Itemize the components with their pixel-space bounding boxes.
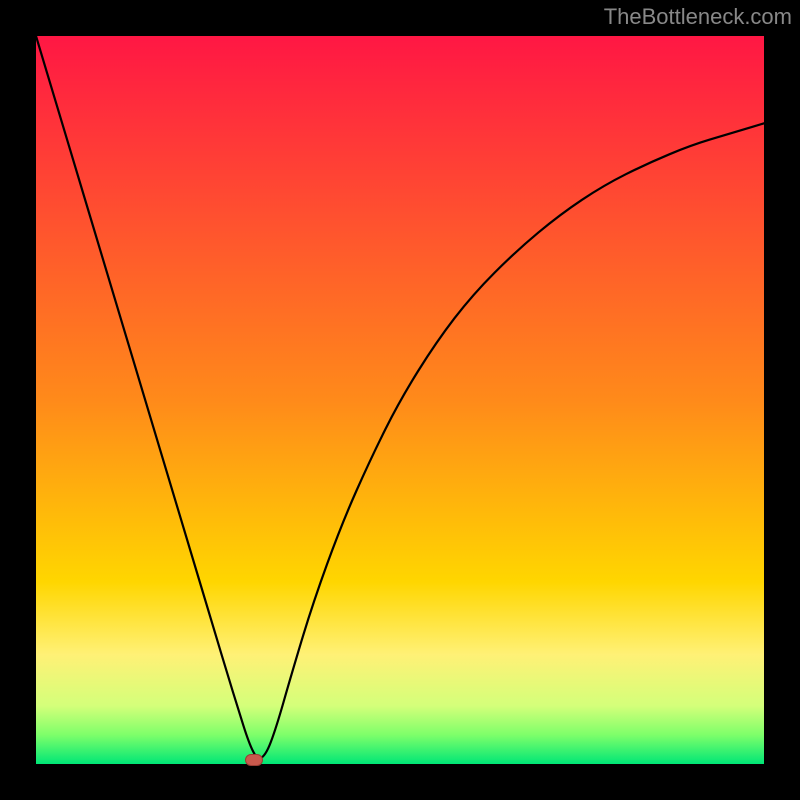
canvas: TheBottleneck.com — [0, 0, 800, 800]
watermark-text: TheBottleneck.com — [604, 4, 792, 30]
bottleneck-marker — [245, 754, 263, 766]
curve-overlay — [36, 36, 764, 764]
bottleneck-curve — [36, 36, 764, 759]
plot-area — [36, 36, 764, 764]
